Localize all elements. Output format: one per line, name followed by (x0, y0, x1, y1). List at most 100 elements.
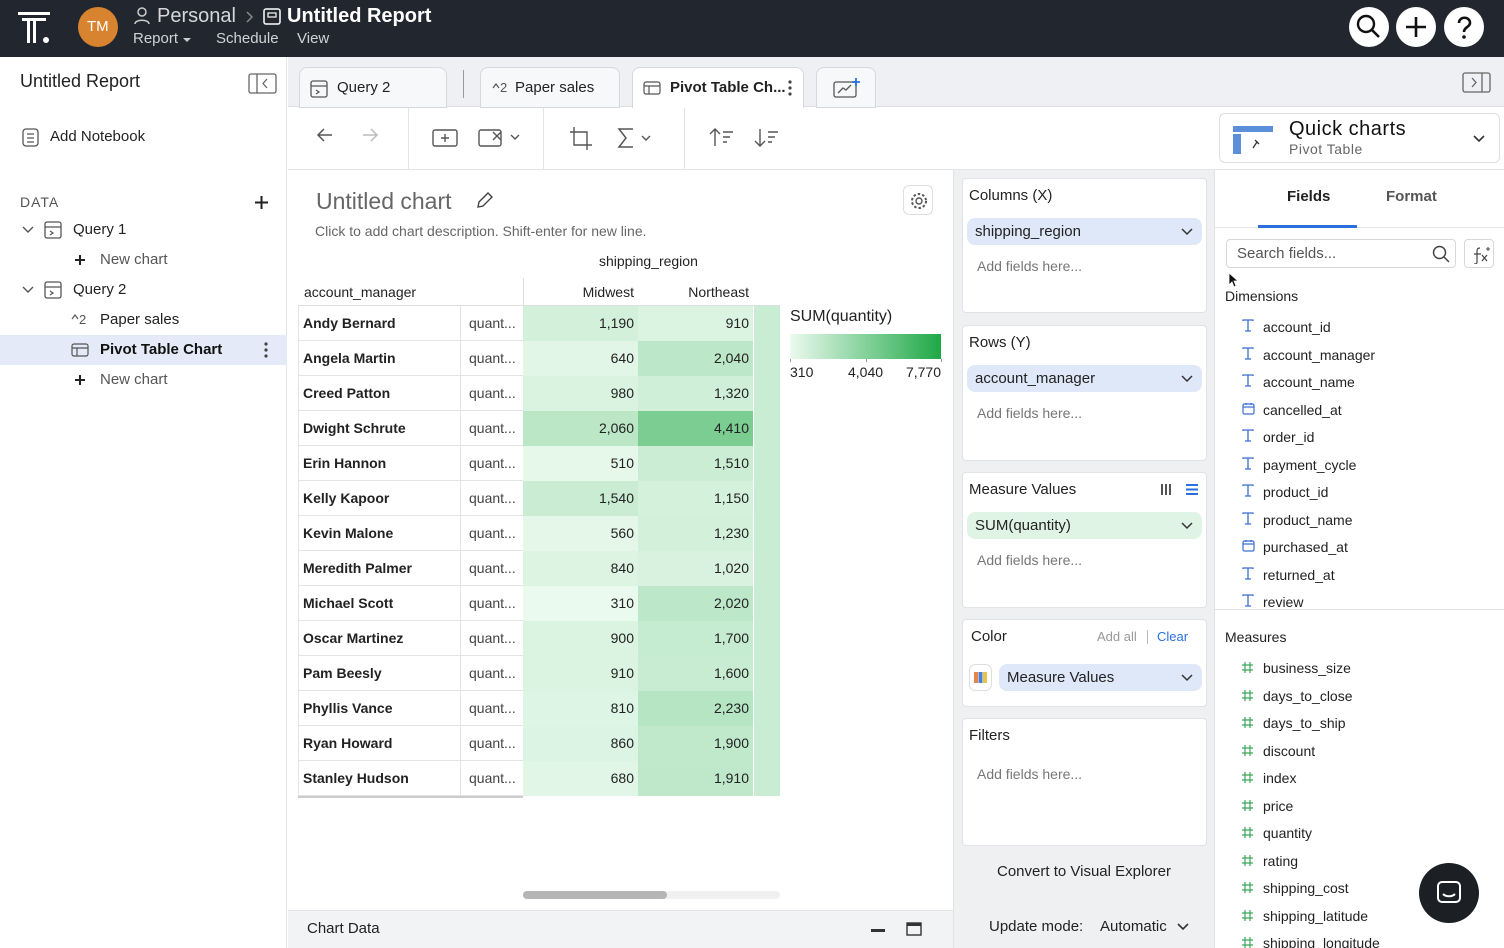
measure-field[interactable]: shipping_longitude (1263, 935, 1380, 948)
logo (18, 12, 50, 43)
kebab[interactable] (787, 80, 793, 96)
tab[interactable]: 2 Paper sales (480, 67, 620, 108)
panel-tab[interactable]: Format (1386, 188, 1437, 205)
tree-item[interactable]: Pivot Table Chart (100, 341, 223, 358)
button-icon (1356, 14, 1380, 38)
measure-field[interactable]: rating (1263, 852, 1299, 869)
settings-button[interactable] (903, 185, 933, 215)
shelf-pill[interactable]: Measure Values (999, 664, 1202, 691)
tab[interactable]: Pivot Table Ch... (632, 67, 804, 108)
chat-icon (1437, 881, 1461, 903)
measure-field[interactable]: index (1263, 770, 1297, 786)
menu-item[interactable]: Report (133, 30, 179, 47)
dimension-field[interactable]: account_name (1263, 374, 1355, 390)
cell-value: 1,700 (713, 630, 749, 646)
search-box[interactable]: Search fields... (1226, 239, 1456, 268)
add-notebook[interactable]: Add Notebook (50, 128, 146, 145)
report-title[interactable]: Untitled Report (287, 5, 432, 27)
tab-bar (288, 57, 1504, 107)
pill-label: account_manager (975, 369, 1096, 387)
panel-tab[interactable]: Fields (1287, 188, 1331, 205)
maximize-icon[interactable] (906, 922, 922, 936)
chat-button[interactable] (1419, 863, 1479, 923)
dimension-field[interactable]: product_id (1263, 484, 1329, 500)
shelf-pill[interactable]: shipping_region (967, 218, 1202, 245)
toolbar-icon[interactable] (568, 126, 612, 150)
toolbar-icon[interactable] (709, 126, 753, 150)
toolbar-icon[interactable] (754, 126, 798, 150)
measure-label: quant... (469, 560, 516, 576)
partial-column (753, 621, 780, 656)
row-border (298, 340, 523, 341)
measure-field[interactable]: days_to_ship (1263, 715, 1346, 731)
toolbar-icon[interactable] (478, 126, 522, 150)
rows-toggle[interactable] (1185, 483, 1199, 496)
link-separator (1147, 630, 1148, 644)
menu-item[interactable]: View (297, 30, 330, 47)
measure-field[interactable]: discount (1263, 742, 1316, 759)
toolbar-button[interactable] (1444, 7, 1484, 47)
dimension-field[interactable]: purchased_at (1263, 539, 1348, 555)
toolbar-icon[interactable] (432, 126, 476, 150)
tree-item[interactable]: Paper sales (100, 311, 180, 328)
chart-data-label[interactable]: Chart Data (307, 920, 380, 937)
cell-value: 2,230 (713, 700, 749, 716)
quick-charts[interactable]: Quick charts Pivot Table (1219, 113, 1500, 163)
shelf-card (962, 718, 1207, 846)
clear-link[interactable]: Clear (1157, 629, 1189, 644)
add-all[interactable]: Add all (1097, 629, 1137, 644)
dimension-field[interactable]: review (1263, 594, 1304, 610)
measure-field[interactable]: price (1263, 797, 1294, 814)
formula-button[interactable] (1464, 239, 1494, 268)
chart-title[interactable]: Untitled chart (316, 188, 452, 214)
tab[interactable]: Query 2 (299, 67, 447, 108)
edit-icon[interactable] (476, 191, 494, 209)
update-mode-value[interactable]: Automatic (1100, 918, 1167, 935)
columns-toggle[interactable] (1160, 483, 1174, 496)
tab-divider (463, 70, 464, 98)
cell-value: 1,910 (713, 770, 749, 786)
tree-item[interactable]: New chart (100, 251, 168, 268)
toolbar-icon[interactable] (617, 126, 661, 150)
dimension-field[interactable]: cancelled_at (1263, 401, 1342, 418)
dimension-field[interactable]: account_manager (1263, 346, 1376, 363)
scrollbar-thumb[interactable] (523, 891, 667, 899)
measure-field[interactable]: quantity (1263, 825, 1313, 841)
measure-field-icon (1242, 717, 1253, 728)
dimension-field[interactable]: account_id (1263, 319, 1331, 335)
shelf-pill[interactable]: SUM(quantity) (967, 512, 1202, 539)
new-chart-tab[interactable] (816, 67, 876, 108)
avatar[interactable]: TM (78, 7, 118, 47)
toolbar-button[interactable] (1349, 7, 1389, 47)
measure-field[interactable]: days_to_close (1263, 687, 1353, 704)
minimize-icon[interactable] (870, 925, 886, 935)
toolbar-icon[interactable] (316, 126, 360, 150)
row-col-sep (460, 341, 461, 376)
search-placeholder: Search fields... (1237, 245, 1337, 262)
dimension-field[interactable]: product_name (1263, 511, 1353, 528)
measure-field[interactable]: shipping_latitude (1263, 907, 1369, 924)
dimension-field[interactable]: order_id (1263, 429, 1315, 445)
cell-value: 1,540 (598, 490, 634, 506)
dimension-field[interactable]: payment_cycle (1263, 456, 1357, 473)
query-name[interactable]: Query 1 (73, 221, 127, 238)
measure-field[interactable]: business_size (1263, 660, 1351, 676)
convert-button[interactable]: Convert to Visual Explorer (997, 863, 1171, 880)
measure-label: quant... (469, 455, 516, 471)
shelf-pill[interactable]: account_manager (967, 365, 1202, 392)
collapse-icon[interactable] (248, 73, 277, 94)
row-header: account_manager (304, 284, 417, 300)
measure-field[interactable]: shipping_cost (1263, 880, 1349, 896)
workspace[interactable]: Personal (157, 5, 236, 27)
dimension-field[interactable]: returned_at (1263, 566, 1335, 583)
row-col-sep (460, 656, 461, 691)
toolbar-button[interactable] (1396, 7, 1436, 47)
column-header: shipping_region (599, 253, 698, 269)
expand-icon[interactable] (1462, 72, 1491, 93)
text-field-icon (1242, 511, 1254, 525)
query-name[interactable]: Query 2 (73, 281, 127, 298)
kebab[interactable] (263, 342, 269, 358)
tree-item[interactable]: New chart (100, 371, 168, 388)
toolbar-icon[interactable] (361, 126, 405, 150)
menu-item[interactable]: Schedule (216, 30, 279, 47)
